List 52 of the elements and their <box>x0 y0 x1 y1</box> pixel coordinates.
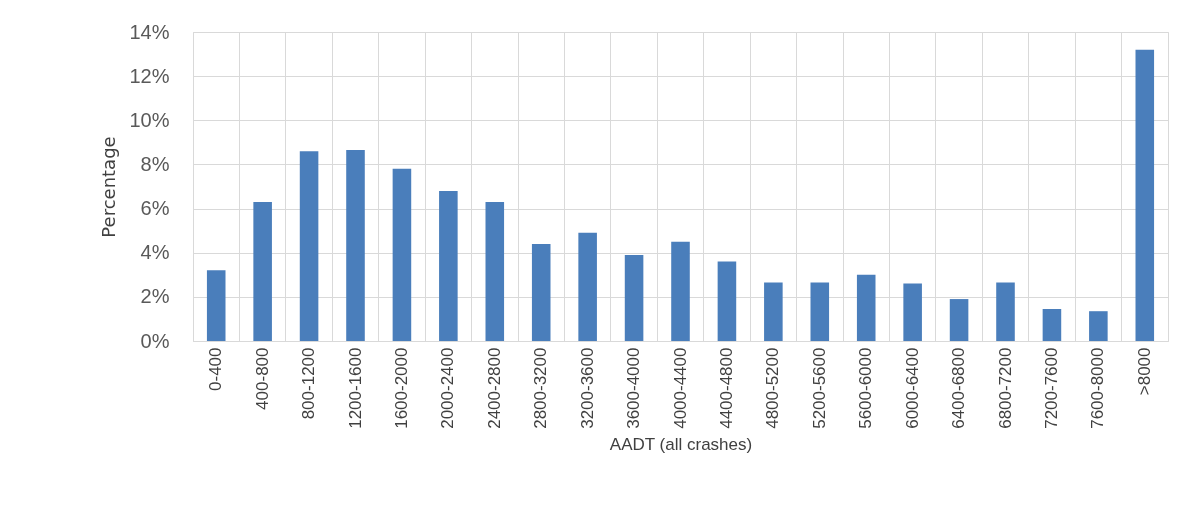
bar <box>903 283 922 341</box>
bar <box>624 254 644 341</box>
y-tick-label: 14% <box>129 20 170 43</box>
x-tick-label: 7200-7600 <box>1041 347 1061 429</box>
x-tick-label: 4800-5200 <box>763 347 783 429</box>
x-tick-label: 2000-2400 <box>438 347 458 429</box>
x-axis-title: AADT (all crashes) <box>609 434 753 454</box>
bar <box>485 201 505 341</box>
bar <box>949 299 969 341</box>
x-tick-label: 800-1200 <box>299 347 319 420</box>
x-tick-label: 1600-2000 <box>391 347 411 429</box>
x-tick-label: 2800-3200 <box>531 347 551 429</box>
y-tick-label: 4% <box>140 241 170 264</box>
bar <box>996 282 1015 341</box>
y-tick-label: 0% <box>140 329 170 352</box>
y-tick-label: 6% <box>140 197 170 220</box>
bar <box>810 282 830 341</box>
x-tick-label: 4000-4400 <box>670 347 690 429</box>
x-tick-label: 5200-5600 <box>809 347 829 429</box>
x-tick-label: 5600-6000 <box>856 347 876 429</box>
bar <box>1042 309 1062 341</box>
bar <box>856 274 876 341</box>
bar <box>392 168 412 341</box>
x-tick-label: 4400-4800 <box>716 347 736 429</box>
x-tick-label: 6000-6400 <box>902 347 922 429</box>
y-tick-label: 12% <box>129 64 170 87</box>
bar <box>346 150 365 341</box>
bar <box>717 261 737 341</box>
bar <box>1089 311 1108 341</box>
x-tick-label: 400-800 <box>252 347 272 410</box>
x-tick-label: 6400-6800 <box>949 347 969 429</box>
x-tick-label: 7600-8000 <box>1088 347 1108 429</box>
x-tick-label: 2400-2800 <box>484 347 504 429</box>
bar <box>671 241 690 341</box>
x-tick-label: 3600-4000 <box>624 347 644 429</box>
y-axis-title: Percentage <box>98 136 120 238</box>
bar <box>531 243 551 341</box>
x-tick-label: 0-400 <box>206 347 226 391</box>
x-tick-label: 6800-7200 <box>995 347 1015 429</box>
bar <box>439 190 458 341</box>
bar <box>1135 49 1155 341</box>
bar <box>299 151 319 341</box>
bar <box>764 282 783 341</box>
bar <box>206 270 226 341</box>
x-tick-label: 1200-1600 <box>345 347 365 429</box>
bar <box>253 201 272 341</box>
y-tick-label: 8% <box>140 152 170 175</box>
x-tick-label: 3200-3600 <box>577 347 597 429</box>
x-tick-label: >8000 <box>1134 347 1154 396</box>
bar <box>578 232 597 341</box>
y-tick-label: 10% <box>129 108 170 131</box>
y-tick-label: 2% <box>140 285 170 308</box>
